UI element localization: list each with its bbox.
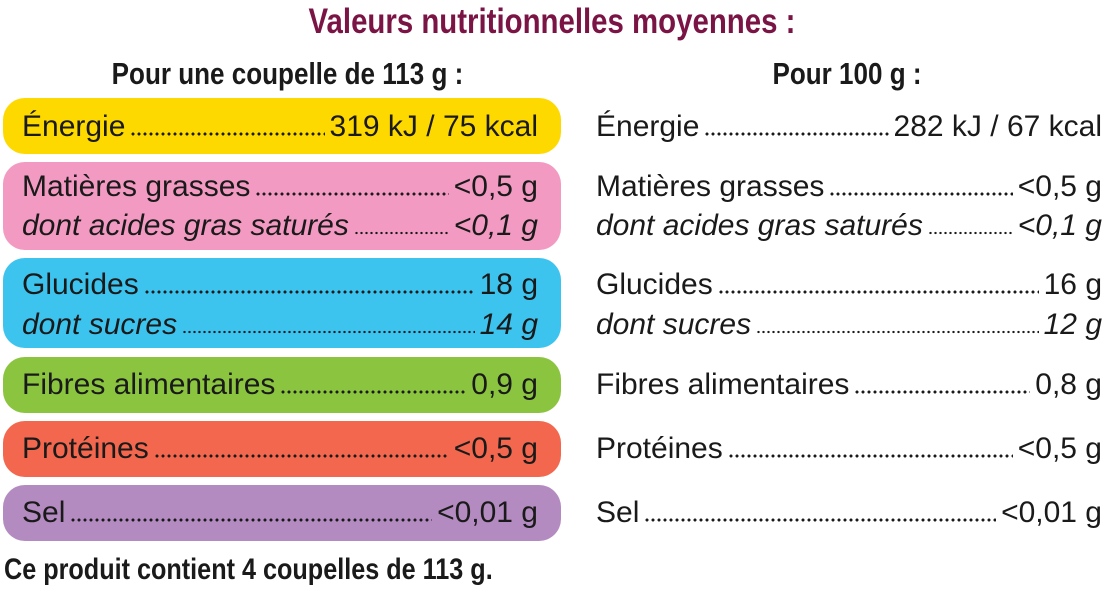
fibres-row-portion: Fibres alimentaires 0,9 g [22, 366, 538, 404]
nutrient-value: <0,01 g [1001, 496, 1102, 529]
matieres-grasses-band [3, 162, 561, 250]
dot-leader [70, 518, 433, 522]
sel-row-100g: Sel <0,01 g [596, 494, 1102, 532]
dot-leader [927, 231, 1013, 235]
dot-leader [727, 454, 1013, 458]
nutrient-value: <0,5 g [453, 170, 538, 203]
energie-row-portion: Énergie 319 kJ / 75 kcal [22, 108, 538, 146]
nutrient-value: <0,1 g [453, 209, 538, 242]
dot-leader [143, 290, 475, 294]
nutrient-label: Glucides [596, 268, 713, 301]
nutrient-label: Matières grasses [22, 170, 251, 203]
fibres-band [3, 357, 561, 413]
nutrient-value: 282 kJ / 67 kcal [893, 110, 1102, 143]
nutrient-label: Glucides [22, 268, 139, 301]
matieres-grasses-row-portion: Matières grasses <0,5 g [22, 168, 538, 206]
fibres-row-100g: Fibres alimentaires 0,8 g [596, 366, 1102, 404]
nutrient-value: 319 kJ / 75 kcal [329, 110, 538, 143]
dot-leader [644, 518, 997, 522]
sucres-row-portion: dont sucres 14 g [22, 306, 538, 344]
nutrient-label: dont acides gras saturés [596, 209, 923, 242]
nutrient-label: Matières grasses [596, 170, 825, 203]
energie-band [3, 98, 561, 154]
nutrient-label: Protéines [22, 432, 149, 465]
glucides-row-portion: Glucides 18 g [22, 266, 538, 304]
nutrient-value: 14 g [479, 308, 538, 341]
per-100g-header: Pour 100 g : [772, 56, 922, 91]
proteines-row-100g: Protéines <0,5 g [596, 430, 1102, 468]
per-portion-header: Pour une coupelle de 113 g : [111, 56, 464, 91]
sucres-row-100g: dont sucres 12 g [596, 306, 1102, 344]
dot-leader [353, 231, 449, 235]
dot-leader [756, 330, 1039, 334]
dot-leader [280, 390, 467, 394]
nutrient-label: dont sucres [596, 308, 752, 341]
dot-leader [153, 454, 449, 458]
nutrient-value: <0,5 g [1017, 432, 1102, 465]
dot-leader [829, 192, 1013, 196]
satures-row-100g: dont acides gras saturés <0,1 g [596, 207, 1102, 245]
nutrient-label: dont acides gras saturés [22, 209, 349, 242]
dot-leader [854, 390, 1031, 394]
nutrient-label: dont sucres [22, 308, 178, 341]
proteines-row-portion: Protéines <0,5 g [22, 430, 538, 468]
nutrient-value: 18 g [479, 268, 538, 301]
proteines-band [3, 421, 561, 477]
nutrition-title: Valeurs nutritionnelles moyennes : [308, 2, 796, 41]
nutrient-value: 16 g [1043, 268, 1102, 301]
nutrient-label: Protéines [596, 432, 723, 465]
nutrient-value: <0,1 g [1017, 209, 1102, 242]
nutrient-value: 0,8 g [1035, 368, 1102, 401]
nutrient-value: <0,5 g [453, 432, 538, 465]
nutrient-label: Sel [596, 496, 640, 529]
nutrient-label: Fibres alimentaires [22, 368, 276, 401]
nutrient-value: <0,01 g [437, 496, 538, 529]
dot-leader [255, 192, 449, 196]
dot-leader [717, 290, 1039, 294]
nutrient-label: Énergie [596, 110, 700, 143]
dot-leader [704, 132, 889, 136]
nutrient-label: Énergie [22, 110, 126, 143]
dot-leader [182, 330, 475, 334]
sel-row-portion: Sel <0,01 g [22, 494, 538, 532]
glucides-row-100g: Glucides 16 g [596, 266, 1102, 304]
satures-row-portion: dont acides gras saturés <0,1 g [22, 207, 538, 245]
nutrient-label: Sel [22, 496, 66, 529]
dot-leader [130, 132, 325, 136]
nutrient-value: <0,5 g [1017, 170, 1102, 203]
energie-row-100g: Énergie 282 kJ / 67 kcal [596, 108, 1102, 146]
nutrient-value: 0,9 g [471, 368, 538, 401]
nutrient-value: 12 g [1043, 308, 1102, 341]
sel-band [3, 485, 561, 541]
portion-count-note: Ce produit contient 4 coupelles de 113 g… [4, 553, 493, 586]
nutrient-label: Fibres alimentaires [596, 368, 850, 401]
matieres-grasses-row-100g: Matières grasses <0,5 g [596, 168, 1102, 206]
